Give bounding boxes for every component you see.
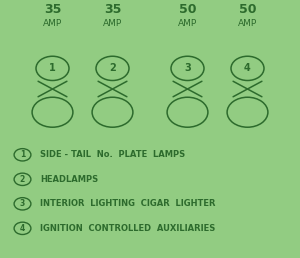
Text: 3: 3 (20, 199, 25, 208)
Text: AMP: AMP (178, 19, 197, 28)
Text: 50: 50 (179, 3, 196, 15)
Text: IGNITION  CONTROLLED  AUXILIARIES: IGNITION CONTROLLED AUXILIARIES (40, 224, 216, 233)
Text: HEADLAMPS: HEADLAMPS (40, 175, 99, 184)
Text: 1: 1 (20, 150, 25, 159)
Text: 4: 4 (20, 224, 25, 233)
Text: 4: 4 (244, 63, 251, 73)
Text: 35: 35 (44, 3, 61, 15)
Text: 1: 1 (49, 63, 56, 73)
Text: 2: 2 (20, 175, 25, 184)
Text: AMP: AMP (103, 19, 122, 28)
Text: AMP: AMP (238, 19, 257, 28)
Text: SIDE - TAIL  No.  PLATE  LAMPS: SIDE - TAIL No. PLATE LAMPS (40, 150, 186, 159)
Text: 2: 2 (109, 63, 116, 73)
Text: 50: 50 (239, 3, 256, 15)
Text: AMP: AMP (43, 19, 62, 28)
Text: 35: 35 (104, 3, 121, 15)
Text: INTERIOR  LIGHTING  CIGAR  LIGHTER: INTERIOR LIGHTING CIGAR LIGHTER (40, 199, 216, 208)
Text: 3: 3 (184, 63, 191, 73)
